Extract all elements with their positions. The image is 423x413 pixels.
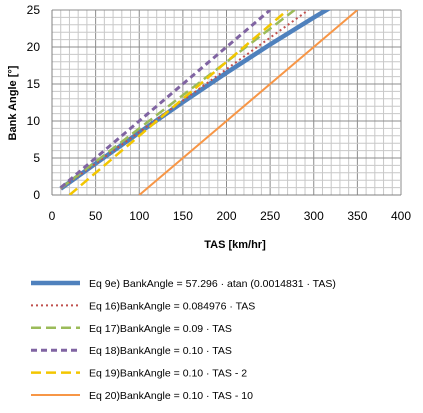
legend-label-6: Eq 20)BankAngle = 0.10 · TAS - 10 [89,390,253,402]
x-tick-label: 100 [129,209,149,223]
x-tick-label: 150 [173,209,193,223]
y-tick-label: 20 [27,40,41,54]
y-tick-label: 10 [27,114,41,128]
axes [51,10,401,196]
y-tick-label: 25 [27,3,41,17]
series-line-2 [60,10,310,190]
legend-label-3: Eq 17)BankAngle = 0.09 · TAS [89,323,232,335]
y-axis-title: Bank Angle [°] [7,65,19,140]
x-tick-label: 200 [216,209,236,223]
tick-labels: 0 50 100 150 200 250 300 350 400 0 5 10 15 20 25 [27,3,412,223]
series-line-4 [59,10,272,189]
legend-label-1: Eq 9e) BankAngle = 57.296 · atan (0.0014… [89,278,336,290]
x-tick-label: 350 [347,209,367,223]
x-tick-label: 400 [391,209,411,223]
legend-label-2: Eq 16)BankAngle = 0.084976 · TAS [89,300,255,312]
series-line-5 [68,10,289,195]
x-tick-label: 0 [49,209,56,223]
y-tick-label: 0 [33,188,40,202]
legend-label-5: Eq 19)BankAngle = 0.10 · TAS - 2 [89,368,247,380]
grid [51,9,402,196]
x-tick-label: 300 [304,209,324,223]
x-tick-label: 250 [260,209,280,223]
x-axis-title: TAS [km/hr] [204,239,266,251]
x-tick-label: 50 [89,209,103,223]
series-lines [59,10,359,195]
series-line-1 [59,10,331,191]
series-line-6 [138,10,359,195]
y-tick-label: 15 [27,77,41,91]
legend: Eq 9e) BankAngle = 57.296 · atan (0.0014… [31,278,336,402]
legend-label-4: Eq 18)BankAngle = 0.10 · TAS [89,345,232,357]
y-tick-label: 5 [33,151,40,165]
series-line-3 [59,10,296,190]
